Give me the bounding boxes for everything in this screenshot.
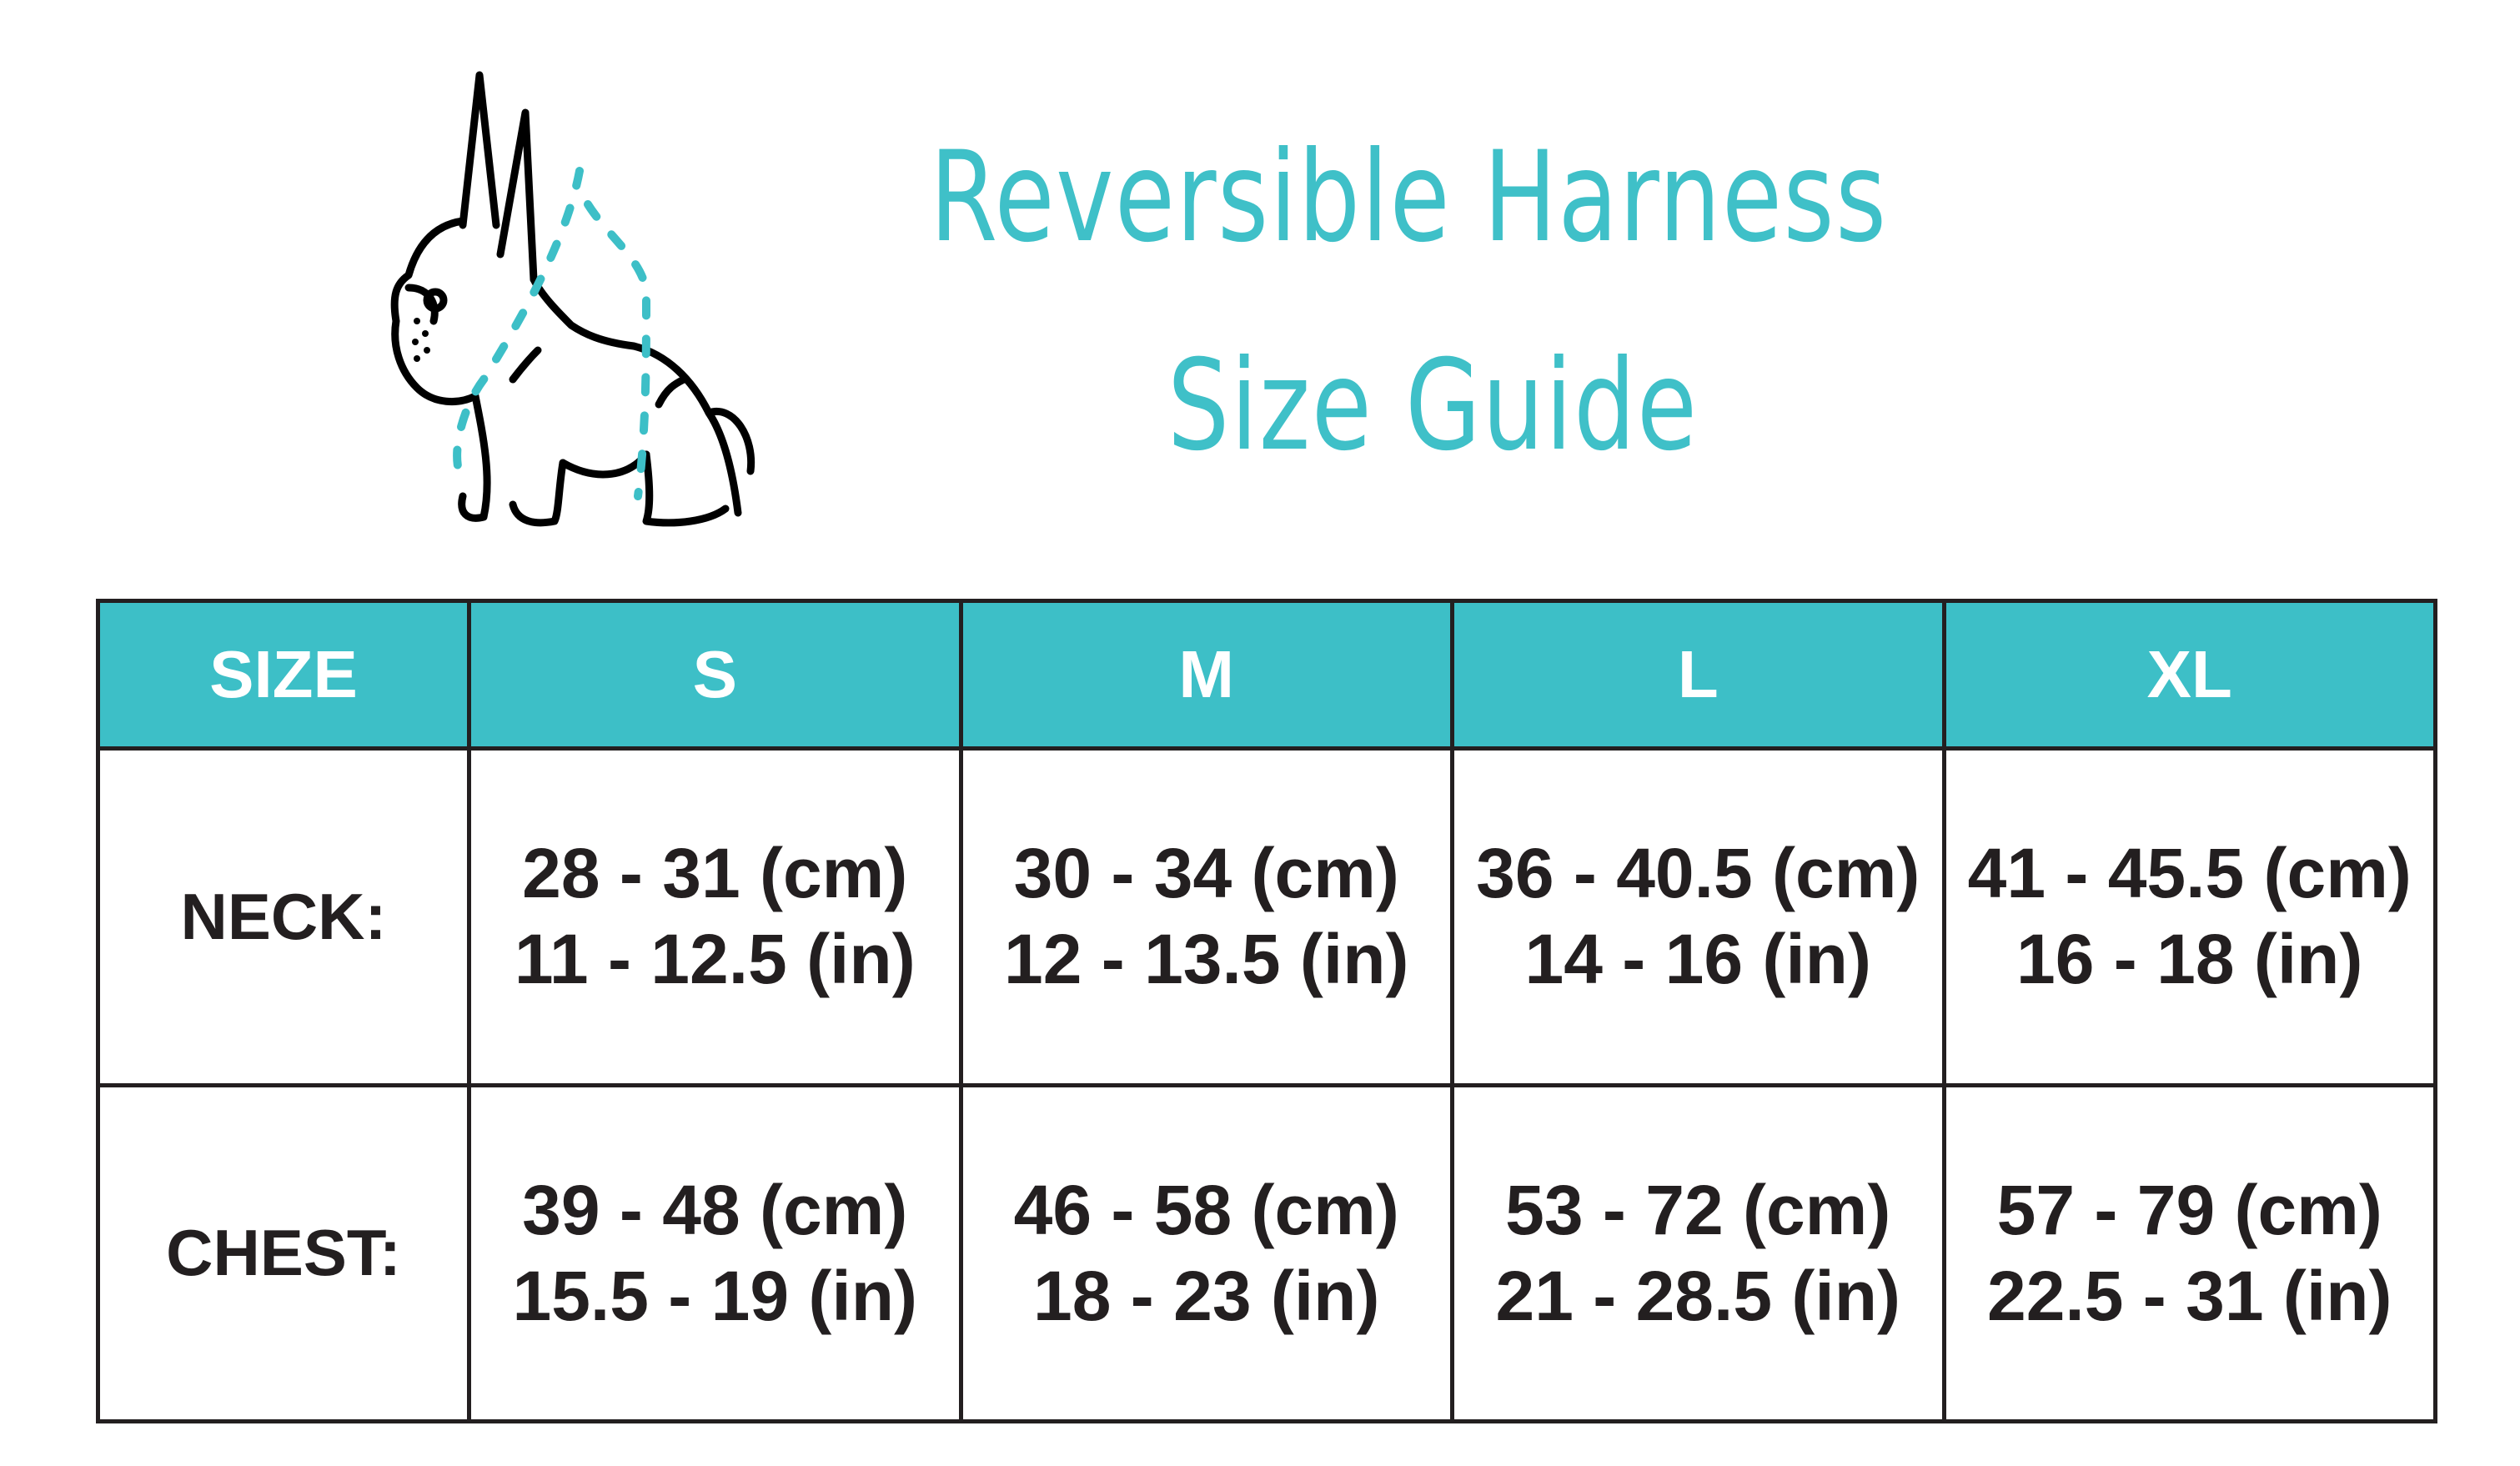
header-s: S: [467, 599, 963, 751]
row-label-chest: CHEST:: [96, 1082, 471, 1423]
bulldog-illustration: [390, 71, 755, 527]
cell-chest-xl: 57 - 79 (cm) 22.5 - 31 (in): [1941, 1082, 2437, 1423]
value-in: 16 - 18 (in): [2016, 920, 2363, 999]
header-xl: XL: [1941, 599, 2437, 751]
cell-chest-m: 46 - 58 (cm) 18 - 23 (in): [958, 1082, 1454, 1423]
value-cm: 30 - 34 (cm): [1013, 834, 1399, 913]
cell-neck-m: 30 - 34 (cm) 12 - 13.5 (in): [958, 746, 1454, 1087]
value-cm: 39 - 48 (cm): [522, 1170, 908, 1249]
value-cm: 41 - 45.5 (cm): [1967, 834, 2412, 913]
table-row-neck: NECK: 28 - 31 (cm) 11 - 12.5 (in) 30 - 34…: [96, 746, 2437, 1087]
title-line-1: Reversible Harness: [930, 125, 1888, 270]
table-header-row: SIZE S M L XL: [96, 599, 2437, 751]
table-row-chest: CHEST: 39 - 48 (cm) 15.5 - 19 (in) 46 - 5…: [96, 1082, 2437, 1423]
value-in: 15.5 - 19 (in): [512, 1256, 917, 1335]
value-cm: 28 - 31 (cm): [522, 834, 908, 913]
header-m: M: [958, 599, 1454, 751]
title-line-2: Size Guide: [1167, 334, 1699, 479]
cell-neck-l: 36 - 40.5 (cm) 14 - 16 (in): [1450, 746, 1946, 1087]
value-in: 12 - 13.5 (in): [1003, 920, 1409, 999]
value-in: 11 - 12.5 (in): [514, 920, 916, 999]
size-table: SIZE S M L XL NECK: 28 - 31 (cm) 11 - 12.…: [96, 599, 2437, 1423]
value-cm: 36 - 40.5 (cm): [1476, 834, 1920, 913]
cell-chest-s: 39 - 48 (cm) 15.5 - 19 (in): [467, 1082, 963, 1423]
cell-neck-s: 28 - 31 (cm) 11 - 12.5 (in): [467, 746, 963, 1087]
value-in: 21 - 28.5 (in): [1495, 1256, 1900, 1335]
row-label-neck: NECK:: [96, 746, 471, 1087]
value-in: 14 - 16 (in): [1524, 920, 1871, 999]
value-cm: 46 - 58 (cm): [1013, 1170, 1399, 1249]
cell-chest-l: 53 - 72 (cm) 21 - 28.5 (in): [1450, 1082, 1946, 1423]
value-cm: 53 - 72 (cm): [1505, 1170, 1891, 1249]
header-l: L: [1450, 599, 1946, 751]
cell-neck-xl: 41 - 45.5 (cm) 16 - 18 (in): [1941, 746, 2437, 1087]
value-cm: 57 - 79 (cm): [1996, 1170, 2382, 1249]
value-in: 18 - 23 (in): [1033, 1256, 1380, 1335]
header-size: SIZE: [96, 599, 471, 751]
value-in: 22.5 - 31 (in): [1986, 1256, 2392, 1335]
